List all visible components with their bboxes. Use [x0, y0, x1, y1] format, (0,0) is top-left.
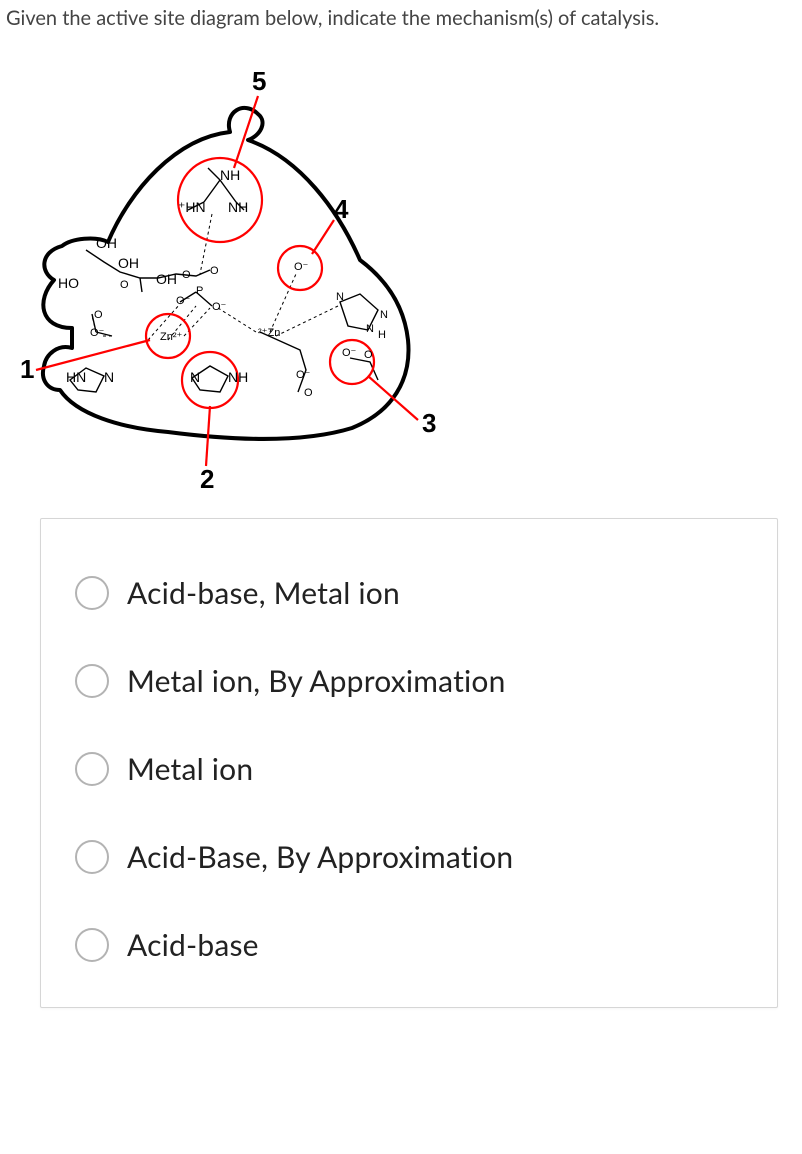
svg-text:HN: HN	[66, 369, 86, 385]
svg-text:O: O	[120, 279, 129, 291]
svg-text:HO: HO	[58, 275, 79, 291]
svg-text:O⁻: O⁻	[296, 369, 311, 381]
svg-text:O: O	[94, 309, 103, 321]
svg-text:OH: OH	[118, 255, 139, 271]
option-row-5[interactable]: Acid-base	[69, 901, 749, 989]
radio-icon[interactable]	[75, 928, 109, 962]
svg-text:5: 5	[252, 66, 266, 96]
svg-text:O⁻: O⁻	[176, 295, 191, 307]
svg-text:NH: NH	[228, 369, 248, 385]
option-label: Metal ion, By Approximation	[127, 663, 506, 699]
svg-text:NH: NH	[220, 167, 240, 183]
svg-text:OH: OH	[156, 271, 177, 287]
svg-text:3: 3	[422, 408, 436, 438]
question-prompt: Given the active site diagram below, ind…	[0, 0, 802, 40]
option-row-1[interactable]: Acid-base, Metal ion	[69, 549, 749, 637]
radio-icon[interactable]	[75, 840, 109, 874]
svg-text:O: O	[210, 265, 219, 277]
svg-text:O⁻: O⁻	[90, 327, 105, 339]
svg-text:O⁻: O⁻	[212, 301, 227, 313]
svg-text:⁺HN: ⁺HN	[178, 199, 206, 215]
option-label: Acid-base	[127, 927, 259, 963]
active-site-diagram: NH⁺HNNHOHOHHOOOHOOO⁻PO⁻O⁻NZn²⁺²⁺ZnO⁻ONNH…	[0, 40, 802, 500]
svg-text:N: N	[380, 309, 388, 321]
svg-text:O⁻: O⁻	[342, 347, 357, 359]
svg-text:O: O	[364, 349, 373, 361]
svg-text:1: 1	[20, 354, 34, 384]
svg-text:O: O	[182, 269, 191, 281]
option-label: Acid-base, Metal ion	[127, 575, 400, 611]
svg-text:N: N	[104, 369, 114, 385]
svg-text:NH: NH	[228, 199, 248, 215]
option-row-2[interactable]: Metal ion, By Approximation	[69, 637, 749, 725]
radio-icon[interactable]	[75, 576, 109, 610]
svg-text:P: P	[196, 285, 203, 297]
svg-text:N: N	[190, 369, 200, 385]
radio-icon[interactable]	[75, 752, 109, 786]
svg-text:2: 2	[200, 464, 214, 494]
option-row-4[interactable]: Acid-Base, By Approximation	[69, 813, 749, 901]
svg-text:N: N	[366, 323, 374, 335]
svg-text:O⁻: O⁻	[294, 261, 309, 273]
radio-icon[interactable]	[75, 664, 109, 698]
answer-options-card: Acid-base, Metal ion Metal ion, By Appro…	[40, 518, 778, 1008]
svg-text:N: N	[336, 291, 344, 303]
svg-text:OH: OH	[96, 235, 117, 251]
option-label: Acid-Base, By Approximation	[127, 839, 513, 875]
svg-text:²⁺Zn: ²⁺Zn	[258, 327, 280, 339]
svg-text:Zn²⁺: Zn²⁺	[160, 331, 183, 343]
svg-text:4: 4	[334, 194, 349, 224]
option-row-3[interactable]: Metal ion	[69, 725, 749, 813]
svg-text:H: H	[378, 329, 386, 341]
svg-text:O: O	[304, 387, 313, 399]
option-label: Metal ion	[127, 751, 253, 787]
